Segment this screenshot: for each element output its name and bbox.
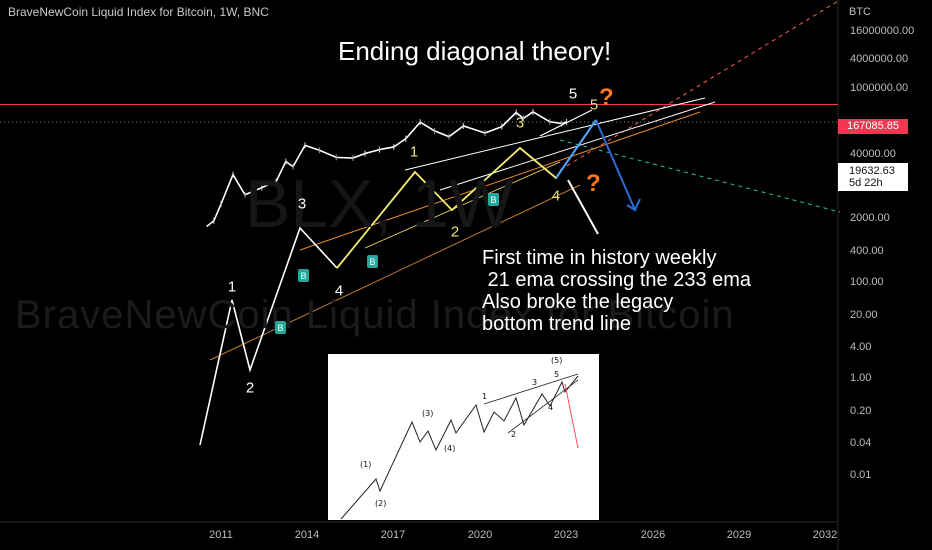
- y-tick: 0.01: [850, 469, 872, 481]
- buy-marker-label: B: [277, 323, 283, 333]
- wave-label-white: 4: [334, 282, 344, 300]
- forecast-arrowhead: [626, 198, 641, 212]
- current-price-value: 19632.63: [849, 165, 895, 177]
- y-tick: 4000000.00: [850, 53, 909, 65]
- current-price-badge: 19632.63 5d 22h: [838, 163, 908, 191]
- note-line: First time in history weekly: [482, 247, 717, 269]
- buy-marker-label: B: [300, 271, 306, 281]
- wave-label-white: 1: [227, 278, 237, 296]
- y-tick: 16000000.00: [850, 25, 915, 37]
- diagram-label: (2): [375, 499, 387, 508]
- trend-brown: [209, 184, 581, 361]
- diagram-label: 2: [511, 430, 517, 439]
- y-tick: 1.00: [850, 372, 872, 384]
- y-tick: 100.00: [850, 276, 884, 288]
- wave-label-yellow: 5: [589, 96, 599, 114]
- buy-marker: B: [275, 321, 286, 334]
- wave-label-yellow: 2: [450, 223, 460, 241]
- forecast-up-leg: [555, 119, 597, 179]
- question-mark: ?: [599, 84, 614, 111]
- watermark-symbol: BLX, 1W: [245, 166, 514, 242]
- x-tick: 2011: [209, 529, 233, 541]
- white-impulse: [199, 226, 338, 446]
- wave-label-white: 3: [297, 195, 307, 213]
- buy-marker: B: [298, 269, 309, 282]
- x-tick: 2023: [553, 529, 579, 541]
- grid: [0, 0, 839, 550]
- buy-marker-label: B: [369, 257, 375, 267]
- y-tick: 40000.00: [850, 148, 896, 160]
- buy-marker: B: [488, 193, 499, 206]
- white-wave5-pointer: [539, 109, 593, 137]
- x-tick: 2017: [380, 529, 406, 541]
- x-tick: 2020: [467, 529, 493, 541]
- y-tick: 20.00: [850, 309, 878, 321]
- y-tick: 4.00: [850, 341, 872, 353]
- y-tick: 0.04: [850, 437, 872, 449]
- headline: Ending diagonal theory!: [338, 36, 612, 66]
- note-line: 21 ema crossing the 233 ema: [482, 269, 752, 291]
- wave-label-yellow: 1: [409, 143, 419, 161]
- note-line: Also broke the legacy: [482, 291, 674, 313]
- price-series: [206, 108, 568, 228]
- diagram-lines: [340, 373, 579, 520]
- diagram-label: (5): [551, 356, 563, 365]
- y-tick: 0.20: [850, 405, 872, 417]
- forecast-down-arrow: [595, 119, 636, 211]
- white-pointer-arrow: [567, 179, 599, 235]
- bar-countdown: 5d 22h: [849, 177, 883, 189]
- wave-lines: [199, 109, 641, 446]
- buy-marker-label: B: [490, 195, 496, 205]
- x-tick: 2014: [294, 529, 320, 541]
- x-tick: 2026: [640, 529, 666, 541]
- chart-title: BraveNewCoin Liquid Index for Bitcoin, 1…: [8, 5, 269, 19]
- diagram-label: 1: [482, 392, 488, 401]
- trend-orange: [299, 111, 701, 251]
- buy-marker: B: [367, 255, 378, 268]
- y-tick: 1000000.00: [850, 82, 909, 94]
- trend-dashed-teal: [559, 139, 841, 213]
- diagram-label: 3: [532, 378, 538, 387]
- annotation-note: First time in history weekly 21 ema cros…: [482, 247, 751, 335]
- trend-upper-white: [404, 97, 706, 171]
- x-tick: 2032: [812, 529, 838, 541]
- price-level-badge: 167085.85: [838, 119, 908, 134]
- wave-label-white: 2: [245, 379, 255, 397]
- currency-label: BTC: [849, 6, 871, 18]
- note-line: bottom trend line: [482, 313, 631, 335]
- y-tick: 2000.00: [850, 212, 890, 224]
- wave-label-yellow: 3: [515, 114, 525, 132]
- diagram-label: (1): [360, 460, 372, 469]
- question-mark: ?: [586, 170, 601, 197]
- diagram-label: 4: [548, 403, 554, 412]
- ending-diagonal-diagram: (1) (2) (3) (4) 1 2 3 4 5 (5): [328, 354, 599, 520]
- y-tick: 400.00: [850, 245, 884, 257]
- x-tick: 2029: [726, 529, 752, 541]
- wave-label-yellow: 4: [551, 187, 561, 205]
- diagram-label: (4): [444, 444, 456, 453]
- diagram-label: 5: [554, 370, 560, 379]
- watermark-name: BraveNewCoin Liquid Index for Bitcoin: [15, 293, 735, 337]
- wave-label-white: 5: [568, 85, 578, 103]
- diagram-label: (3): [422, 409, 434, 418]
- trend-yellow-thin: [364, 161, 561, 249]
- trend-dashed-red: [559, 0, 841, 171]
